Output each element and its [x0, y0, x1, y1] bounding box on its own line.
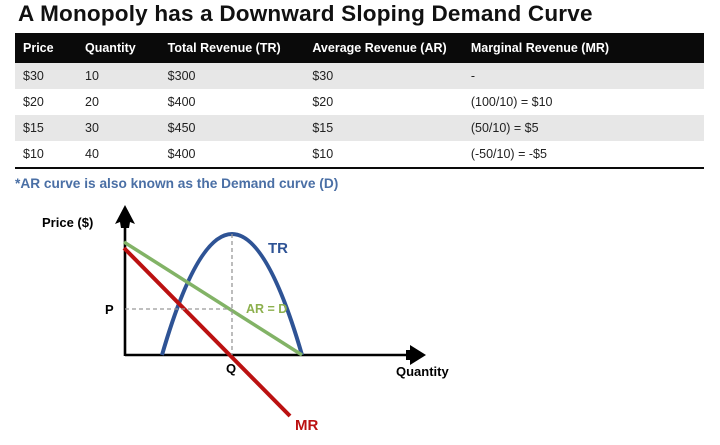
svg-text:AR = D: AR = D [246, 302, 287, 316]
svg-text:Price ($): Price ($) [42, 215, 93, 230]
svg-text:P: P [105, 302, 114, 317]
svg-text:Q: Q [226, 361, 236, 376]
svg-text:TR: TR [268, 240, 288, 257]
svg-text:Quantity: Quantity [396, 364, 449, 379]
svg-text:MR: MR [295, 417, 318, 434]
